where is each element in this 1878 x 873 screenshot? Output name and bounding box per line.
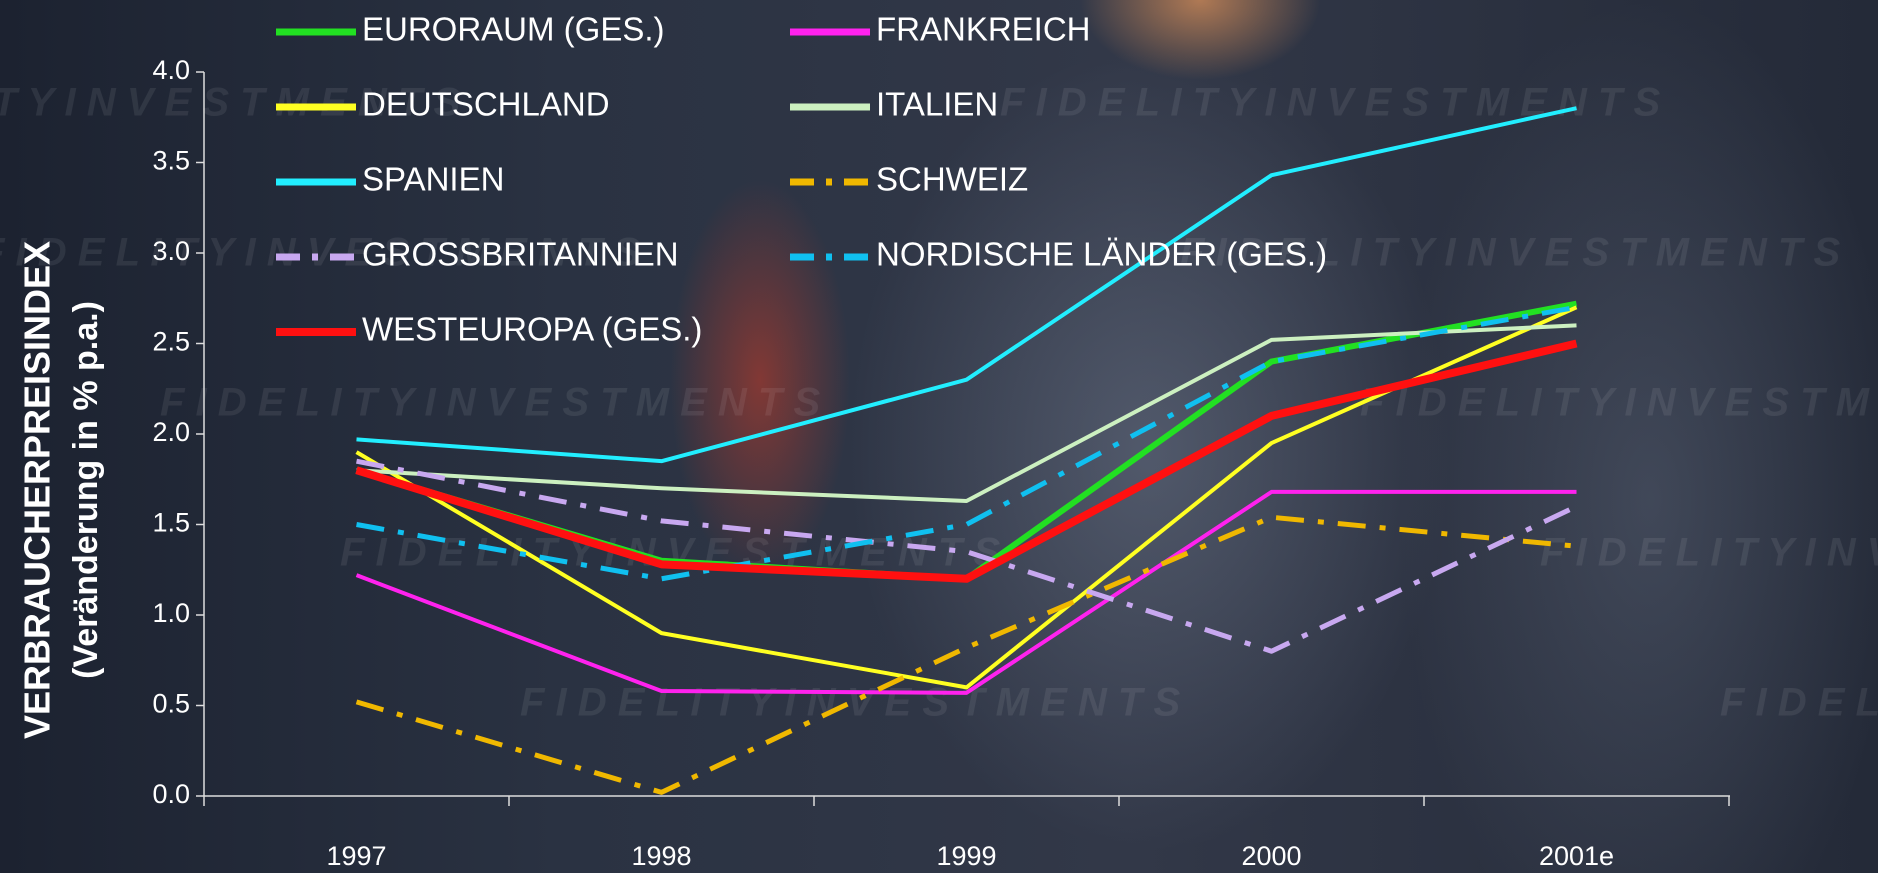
series-line: [356, 304, 1577, 582]
legend-label: SPANIEN: [362, 161, 504, 198]
legend-label: NORDISCHE LÄNDER (GES.): [876, 236, 1327, 273]
y-tick-label: 4.0: [152, 55, 190, 85]
series-line: [355, 489, 1577, 695]
legend-label: WESTEUROPA (GES.): [362, 311, 702, 348]
legend-label: DEUTSCHLAND: [362, 86, 610, 123]
y-tick-label: 0.5: [152, 689, 190, 719]
legend-label: EURORAUM (GES.): [362, 11, 665, 48]
y-tick-label: 2.5: [152, 327, 190, 357]
watermark: F I D E L I T Y I N V E S T M E N T S: [0, 81, 460, 125]
y-tick-label: 3.5: [152, 146, 190, 176]
legend-label: FRANKREICH: [876, 11, 1091, 48]
series-line: [356, 106, 1577, 464]
y-tick-label: 2.0: [152, 417, 190, 447]
watermark: F I D E L I T Y I N V E S T M E N T S: [1720, 681, 1878, 725]
series-line: [355, 305, 1578, 690]
series-line: [356, 323, 1577, 503]
series-line: [355, 339, 1578, 583]
x-tick-label: 1998: [631, 841, 691, 871]
watermark: F I D E L I T Y I N V E S T M E N T S: [1180, 231, 1840, 275]
series-line: [356, 458, 1578, 654]
watermark: F I D E L I T Y I N V E S T M E N T S: [1360, 381, 1878, 425]
watermark: F I D E L I T Y I N V E S T M E N T S: [0, 231, 640, 275]
watermark: F I D E L I T Y I N V E S T M E N T S: [520, 681, 1180, 725]
watermark: F I D E L I T Y I N V E S T M E N T S: [160, 381, 820, 425]
legend-label: GROSSBRITANNIEN: [362, 236, 679, 273]
y-tick-label: 1.5: [152, 508, 190, 538]
y-tick-label: 0.0: [152, 779, 190, 809]
x-tick-label: 1997: [326, 841, 386, 871]
y-axis-label: VERBRAUCHERPREISINDEX: [17, 241, 58, 739]
x-tick-label: 2000: [1241, 841, 1301, 871]
series-line: [355, 514, 1577, 795]
y-tick-label: 1.0: [152, 598, 190, 628]
y-tick-label: 3.0: [152, 236, 190, 266]
y-axis-label: (Veränderung in % p.a.): [67, 301, 105, 679]
watermark: F I D E L I T Y I N V E S T M E N T S: [1540, 531, 1878, 575]
x-tick-label: 1999: [936, 841, 996, 871]
watermark: F I D E L I T Y I N V E S T M E N T S: [1000, 81, 1660, 125]
legend-label: ITALIEN: [876, 86, 998, 123]
legend-label: SCHWEIZ: [876, 161, 1028, 198]
x-tick-label: 2001e: [1539, 841, 1614, 871]
